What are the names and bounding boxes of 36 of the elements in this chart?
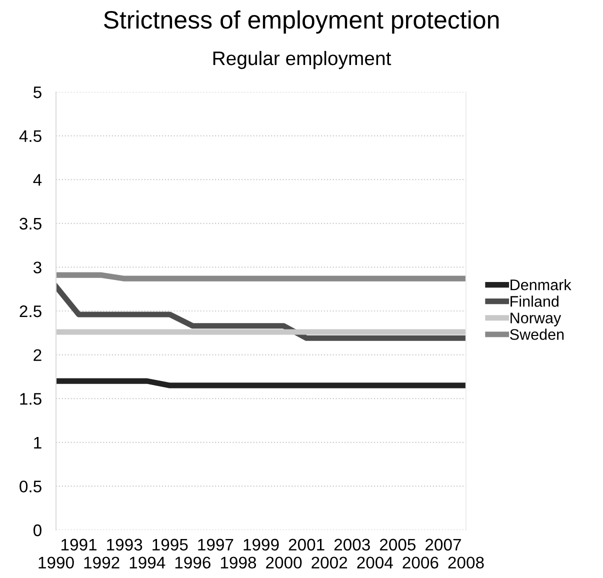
y-tick-label: 4 [33,174,42,186]
x-tick-label: 2007 [426,538,461,551]
x-tick-label: 2002 [312,556,348,569]
chart-subtitle: Regular employment [213,50,392,70]
y-tick-label: 2.5 [20,305,42,318]
y-tick-label: 3.5 [20,218,42,230]
legend-label: Denmark [510,279,572,290]
x-tick-label: 2006 [402,556,438,569]
y-tick-label: 3 [33,262,42,274]
y-tick-label: 1 [34,436,42,448]
y-tick-label: 1.5 [20,393,42,405]
chart-title: Strictness of employment protection [104,10,499,34]
x-tick-label: 1993 [107,538,142,551]
x-tick-label: 1992 [84,556,120,569]
x-tick-label: 1999 [244,538,279,551]
x-tick-label: 2004 [357,556,393,569]
x-tick-label: 1997 [198,538,234,551]
x-tick-label: 2000 [266,556,302,569]
legend-label: Sweden [510,328,564,340]
x-tick-label: 2003 [334,538,370,551]
legend-label: Finland [510,296,558,307]
legend-label: Norway [510,312,562,326]
x-tick-label: 2005 [380,538,416,551]
y-tick-label: 2 [34,349,42,361]
y-tick-label: 5 [34,86,42,98]
x-tick-label: 1995 [152,538,188,551]
x-tick-label: 1994 [130,556,166,569]
x-tick-label: 2001 [288,538,324,551]
x-tick-label: 1996 [175,556,210,569]
x-tick-label: 1990 [38,556,74,569]
y-tick-label: 4.5 [19,130,42,142]
y-tick-label: 0 [33,524,42,536]
x-tick-label: 2008 [448,556,484,569]
x-tick-label: 1991 [62,538,97,551]
y-tick-label: 0.5 [20,480,42,492]
x-tick-label: 1998 [220,556,256,569]
